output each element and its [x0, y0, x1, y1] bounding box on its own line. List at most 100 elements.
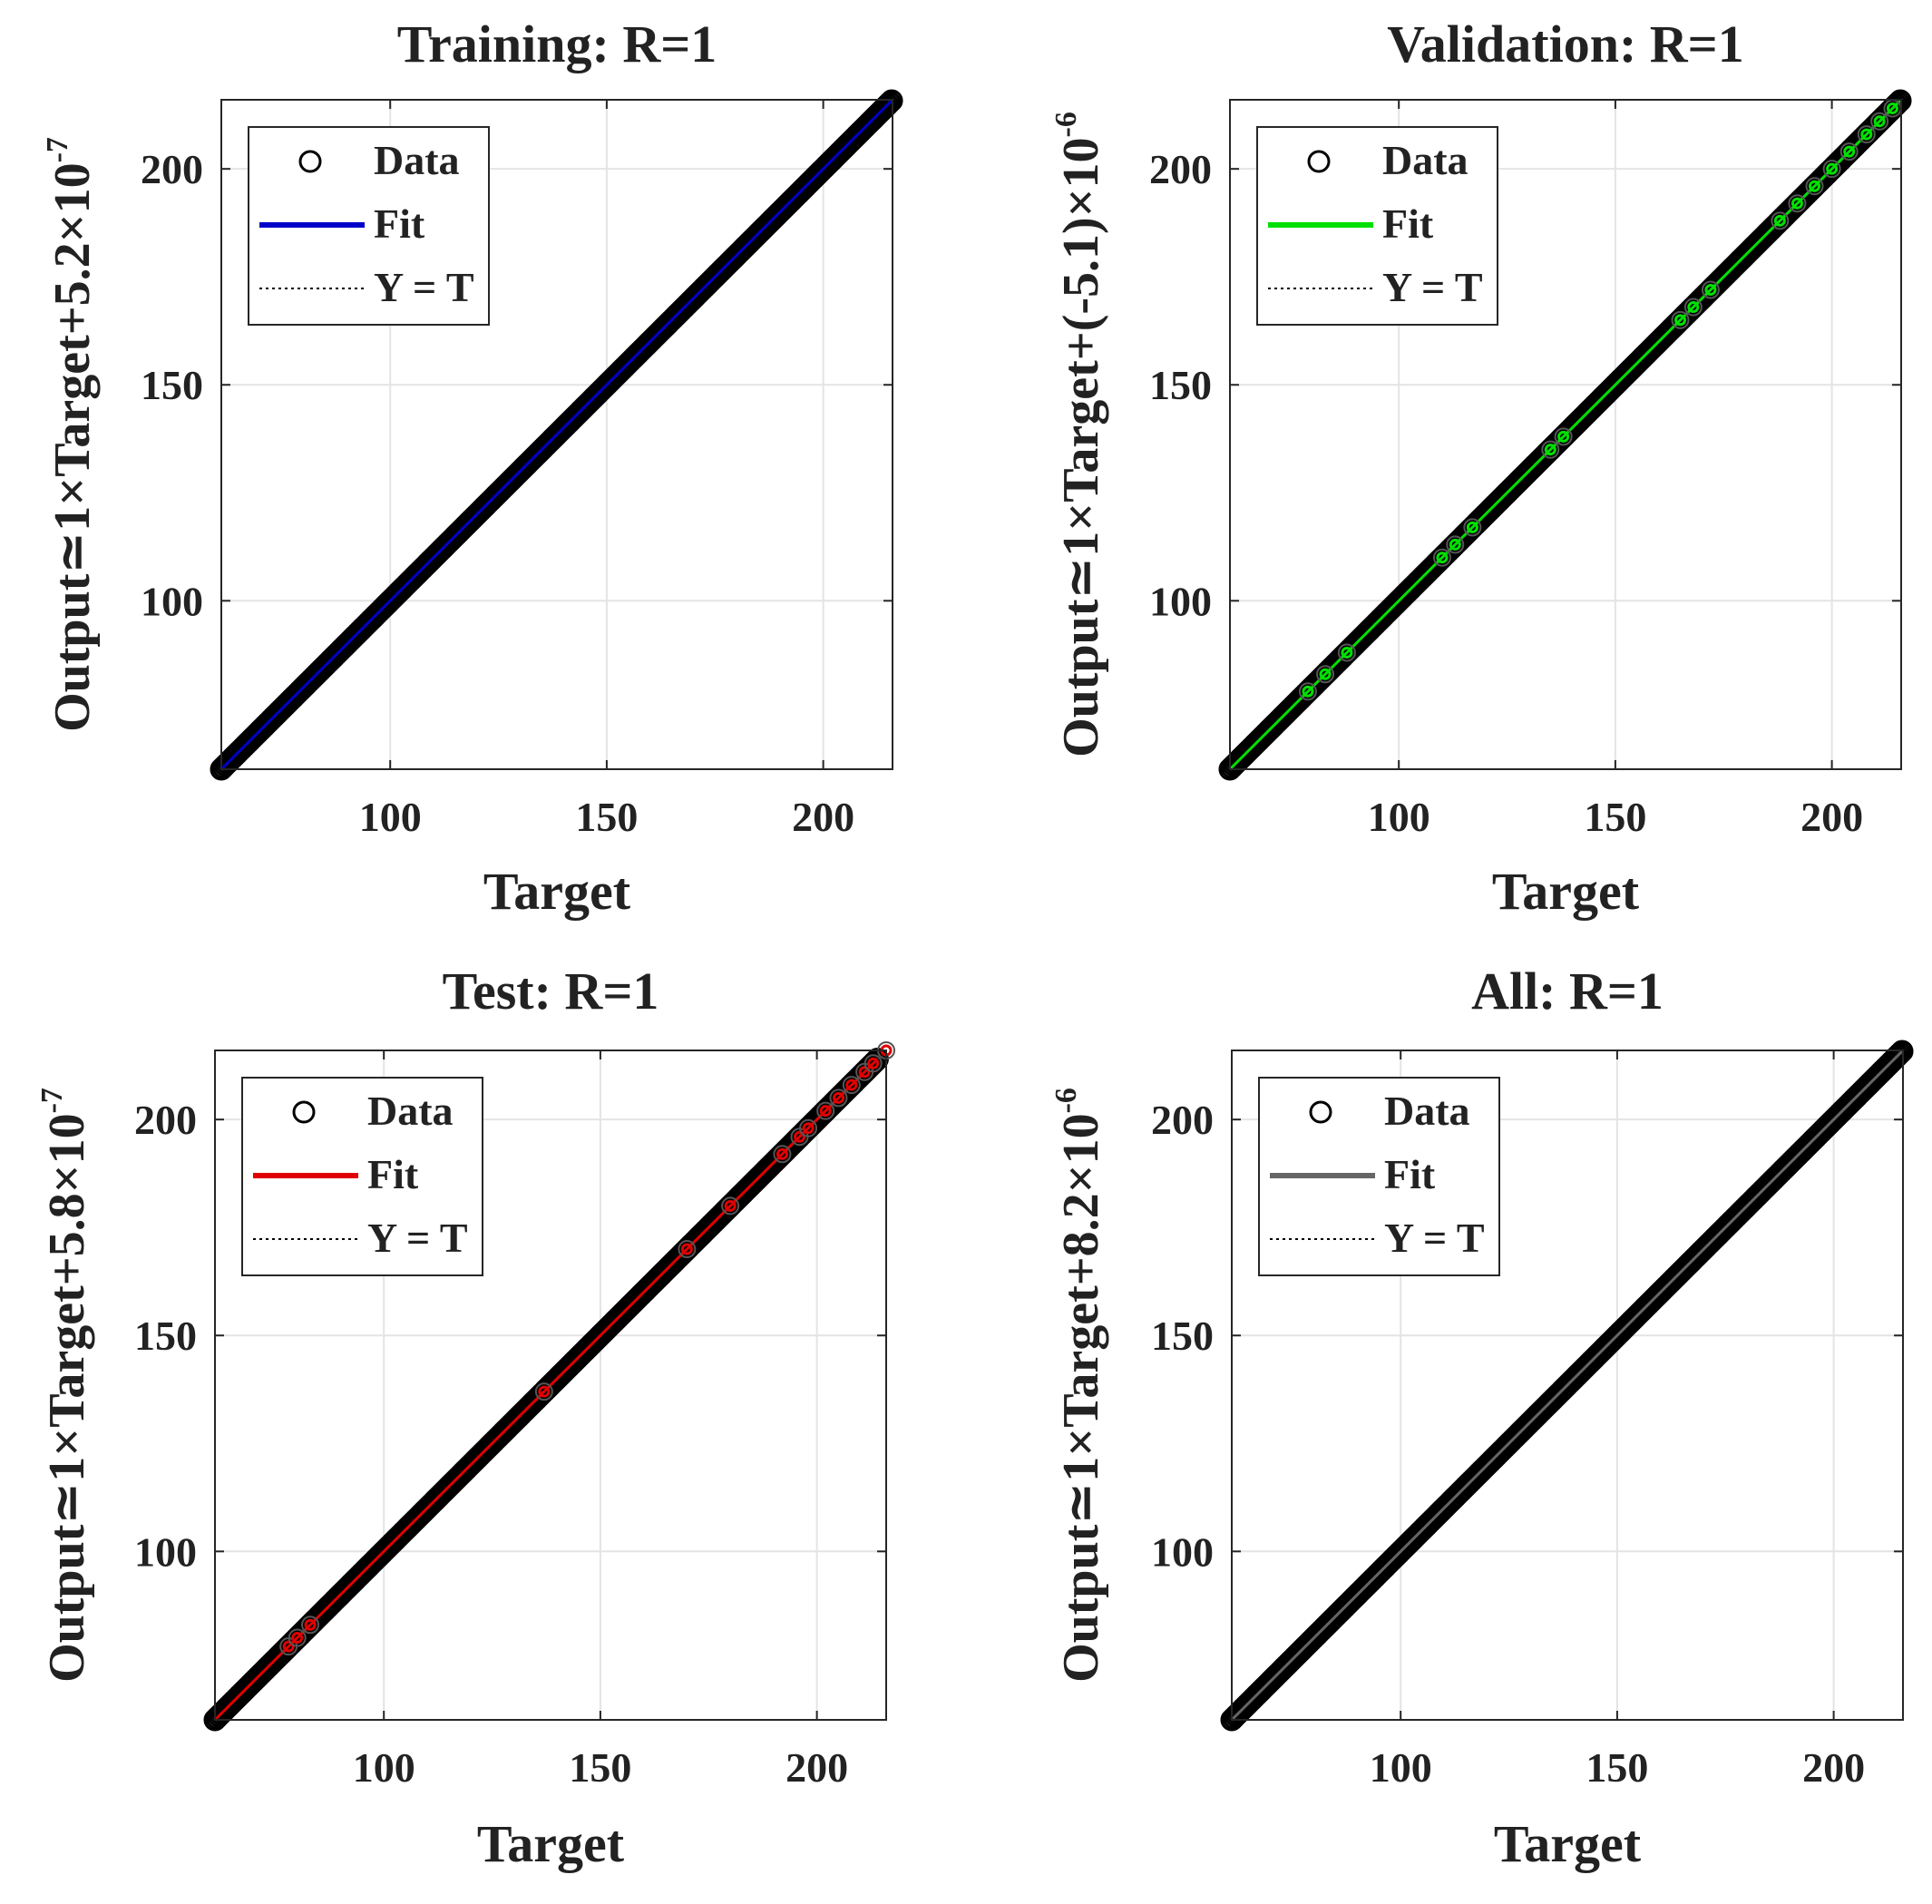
highlight-point: [794, 1130, 806, 1143]
y-tick-label: 150: [134, 1313, 197, 1359]
y-axis-label-exponent: -6: [1049, 1088, 1083, 1113]
subplot-title: Test: R=1: [443, 962, 659, 1020]
subplot-title: Validation: R=1: [1387, 15, 1743, 73]
highlight-point-ring: [816, 1101, 835, 1120]
data-points: [210, 89, 903, 781]
y-tick-label: 200: [1149, 146, 1212, 192]
x-tick-label: 200: [1802, 1744, 1865, 1791]
highlight-point-ring: [1771, 211, 1790, 230]
y-tick-label: 100: [1149, 578, 1212, 624]
highlight-point: [1809, 180, 1821, 192]
highlight-point-ring: [1316, 665, 1335, 684]
x-tick-label: 150: [1584, 794, 1646, 840]
data-point: [1882, 1048, 1906, 1071]
subplot-title: Training: R=1: [397, 15, 717, 73]
highlight-point-ring: [1463, 518, 1482, 537]
highlight-point: [1674, 314, 1687, 327]
subplot-title: All: R=1: [1471, 962, 1664, 1020]
x-tick-label: 100: [1370, 1744, 1432, 1791]
highlight-point: [1791, 197, 1803, 210]
highlight-point: [1557, 430, 1570, 443]
highlight-point: [1466, 521, 1478, 533]
data-point: [876, 93, 900, 116]
legend-fit-label: Fit: [1382, 200, 1434, 247]
legend-identity-label: Y = T: [1382, 264, 1483, 310]
highlight-point: [282, 1640, 295, 1653]
highlight-point: [1302, 685, 1314, 698]
axes-box: [220, 99, 893, 770]
axes-box: [1231, 1050, 1904, 1721]
y-axis-label: Output≃1×Target+5.8×10-7: [35, 1088, 95, 1683]
highlight-point: [845, 1079, 858, 1091]
legend-fit-label: Fit: [367, 1151, 419, 1197]
highlight-point: [1319, 668, 1332, 680]
highlight-point-ring: [773, 1145, 792, 1164]
highlight-point: [1773, 214, 1786, 227]
legend: Data Fit Y = T: [241, 1077, 483, 1276]
legend-data-marker: [1307, 150, 1331, 173]
legend-identity-label: Y = T: [374, 264, 474, 310]
y-axis-label-exponent: -7: [35, 1088, 69, 1113]
legend-data-label: Data: [367, 1088, 454, 1134]
data-points: [203, 1048, 889, 1732]
highlight-point-ring: [1298, 682, 1317, 701]
highlight-point: [1687, 301, 1700, 314]
highlight-point: [1704, 283, 1717, 296]
legend-data-marker: [1309, 1100, 1332, 1124]
axes-box: [214, 1050, 887, 1721]
legend-data-label: Data: [374, 137, 460, 183]
y-tick-label: 150: [1149, 362, 1212, 408]
highlight-point: [1436, 552, 1449, 564]
highlight-point-ring: [829, 1089, 848, 1108]
highlight-point-ring: [842, 1076, 861, 1095]
highlight-point-ring: [1554, 427, 1573, 446]
highlight-point: [680, 1243, 693, 1255]
fit-line: [220, 98, 894, 771]
fit-line: [213, 1058, 879, 1722]
highlight-point-ring: [1788, 194, 1807, 213]
y-tick-label: 150: [1151, 1313, 1214, 1359]
data-point: [1885, 1045, 1908, 1069]
highlight-point: [1843, 145, 1856, 158]
highlight-point: [776, 1147, 788, 1160]
axes-box: [1229, 99, 1902, 770]
x-tick-label: 150: [1586, 1744, 1648, 1791]
x-axis-label: Target: [1494, 1814, 1642, 1873]
y-tick-label: 100: [1151, 1528, 1214, 1575]
data-point: [1885, 93, 1908, 116]
highlight-point-ring: [1839, 142, 1859, 161]
x-tick-label: 100: [1368, 794, 1430, 840]
highlight-point-ring: [1541, 440, 1560, 459]
highlight-point: [538, 1385, 551, 1398]
legend-identity-label: Y = T: [367, 1215, 468, 1261]
legend-data-label: Data: [1382, 137, 1469, 183]
highlight-point-ring: [1822, 160, 1841, 179]
highlight-point-ring: [1432, 548, 1451, 567]
data-point: [1880, 97, 1904, 121]
data-point: [1887, 91, 1910, 114]
y-axis-label: Output≃1×Target+(-5.1)×10-6: [1049, 112, 1109, 757]
data-point: [878, 91, 902, 114]
highlight-point: [1544, 444, 1556, 456]
highlight-point-ring: [799, 1118, 818, 1138]
highlight-point: [832, 1091, 844, 1104]
legend: Data Fit Y = T: [1256, 126, 1498, 326]
y-axis-label: Output≃1×Target+5.2×10-7: [41, 137, 101, 732]
highlight-point: [724, 1199, 737, 1212]
legend: Data Fit Y = T: [248, 126, 490, 326]
highlight-point: [858, 1066, 871, 1079]
y-tick-label: 150: [141, 362, 203, 408]
highlight-point-ring: [534, 1382, 553, 1401]
x-tick-label: 200: [1800, 794, 1863, 840]
highlight-point: [1449, 538, 1461, 551]
highlight-point: [291, 1632, 304, 1645]
highlight-point-ring: [1446, 535, 1465, 554]
highlight-point: [1341, 646, 1353, 659]
legend-fit-label: Fit: [1384, 1151, 1436, 1197]
subplot-2: 100 150 200 100 150 200 Data Fit Y = T Validation…: [1049, 15, 1912, 921]
subplot-1: 100 150 200 100 150 200 Data Fit Y = T Training: …: [41, 15, 903, 921]
data-points: [1220, 1040, 1914, 1732]
highlight-point-ring: [1701, 280, 1720, 299]
data-point: [872, 97, 895, 121]
